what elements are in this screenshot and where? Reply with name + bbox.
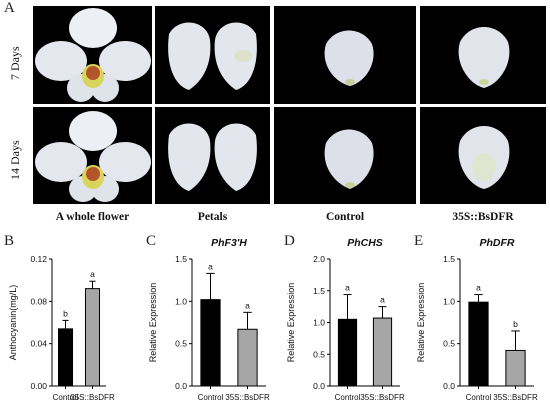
significance-letter: a (245, 300, 250, 310)
y-tick-label: 0.0 (313, 381, 325, 391)
chart-phdfr-svg: PhDFR 0.0 0.5 1.0 1.5 Relative Expression a Con… (416, 237, 538, 402)
column-label-petals: Petals (197, 211, 228, 223)
chart-anthocyanin-svg: 0.00 0.04 0.08 0.12 Anthocyanin(mg/L) b Contro… (8, 254, 115, 402)
photo-whole-flower-14-days (33, 107, 152, 204)
bar (200, 299, 221, 387)
y-tick-label: 0.5 (313, 349, 325, 359)
chart-phchs: PhCHS 0.0 0.5 1.0 1.5 2.0 Relative Expression a… (276, 237, 416, 407)
y-tick-label: 0.5 (443, 339, 455, 349)
y-tick-label: 1.5 (175, 254, 187, 264)
column-label-whole-flower: A whole flower (55, 211, 130, 223)
y-tick-label: 1.5 (443, 254, 455, 264)
y-tick-label: 1.0 (175, 296, 187, 306)
x-tick-label: Control (53, 393, 79, 402)
bar (57, 328, 74, 387)
chart-phf3h: PhF3'H 0.0 0.5 1.0 1.5 Relative Expression a Co… (140, 237, 280, 407)
significance-letter: a (208, 261, 213, 271)
photo-whole-flower-7-days (33, 6, 152, 104)
chart-anthocyanin: 0.00 0.04 0.08 0.12 Anthocyanin(mg/L) b Contro… (0, 240, 140, 407)
y-tick-label: 0.5 (175, 339, 187, 349)
y-tick-label: 0.12 (30, 254, 47, 264)
x-tick-label: Control (335, 393, 361, 402)
significance-letter: b (513, 319, 518, 329)
panel-c-letter: C (146, 233, 157, 249)
chart-phchs-svg: PhCHS 0.0 0.5 1.0 1.5 2.0 Relative Expression a… (286, 237, 405, 402)
column-label-control: Control (325, 211, 365, 223)
x-tick-label: 35S::BsDFR (493, 393, 538, 402)
y-tick-label: 2.0 (313, 254, 325, 264)
x-tick-label: Control (466, 393, 492, 402)
y-axis-label: Relative Expression (416, 283, 426, 363)
chart-title: PhDFR (480, 237, 515, 249)
significance-letter: a (380, 295, 385, 305)
bar (372, 317, 393, 387)
photo-petals-7-days (155, 6, 270, 104)
y-tick-label: 0.04 (30, 339, 47, 349)
bar (505, 349, 526, 387)
chart-phdfr: PhDFR 0.0 0.5 1.0 1.5 Relative Expression a Con… (408, 237, 550, 407)
y-tick-label: 0.0 (175, 381, 187, 391)
x-tick-label: 35S::BsDFR (360, 393, 405, 402)
y-axis-label: Relative Expression (148, 283, 158, 363)
y-axis-label: Anthocyanin(mg/L) (8, 285, 18, 361)
y-tick-label: 0.00 (30, 381, 47, 391)
panel-a-letter: A (4, 0, 15, 16)
bar (237, 328, 258, 387)
photo-control-7-days (274, 6, 416, 104)
y-tick-label: 0.08 (30, 296, 47, 306)
chart-phf3h-svg: PhF3'H 0.0 0.5 1.0 1.5 Relative Expression a Co… (148, 237, 270, 402)
significance-letter: a (345, 283, 350, 293)
y-tick-label: 1.0 (443, 296, 455, 306)
photo-control-14-days (274, 107, 416, 204)
bar (84, 288, 101, 387)
chart-title: PhCHS (347, 237, 383, 249)
significance-letter: b (63, 308, 68, 318)
chart-title: PhF3'H (211, 237, 247, 249)
x-tick-label: Control (198, 393, 224, 402)
row-label-14-days: 14 Days (8, 140, 22, 180)
column-label-35s-bsdfr: 35S::BsDFR (452, 211, 514, 223)
y-tick-label: 0.0 (443, 381, 455, 391)
photo-35s-bsdfr-14-days (420, 107, 546, 204)
significance-letter: a (476, 283, 481, 293)
bar (468, 301, 489, 387)
row-label-7-days: 7 Days (8, 46, 22, 80)
y-tick-label: 1.0 (313, 318, 325, 328)
panel-b-letter: B (4, 233, 15, 249)
photo-petals-14-days (155, 107, 270, 204)
panel-d-letter: D (284, 233, 295, 249)
x-tick-label: 35S::BsDFR (70, 393, 115, 402)
photo-35s-bsdfr-7-days (420, 6, 546, 104)
x-tick-label: 35S::BsDFR (225, 393, 270, 402)
panel-e-letter: E (414, 233, 424, 249)
y-tick-label: 1.5 (313, 286, 325, 296)
significance-letter: a (90, 269, 95, 279)
bar (337, 318, 358, 387)
y-axis-label: Relative Expression (286, 283, 296, 363)
